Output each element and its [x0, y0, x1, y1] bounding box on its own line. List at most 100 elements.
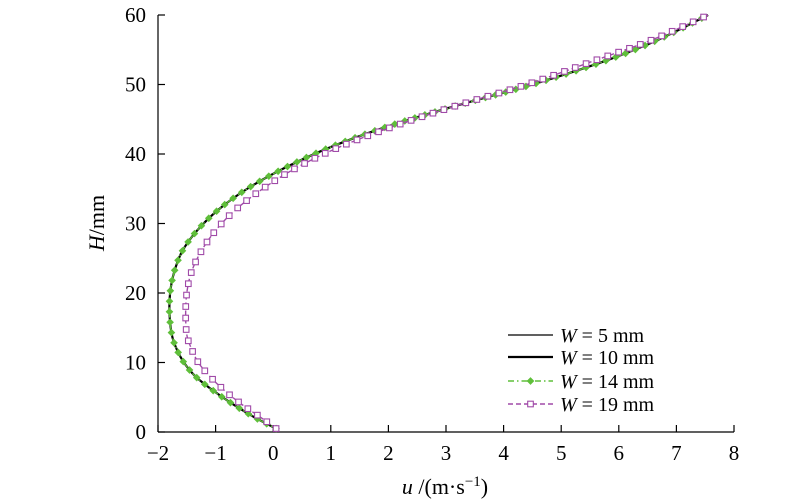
- series-marker: [189, 348, 196, 355]
- y-axis-var: H: [84, 234, 109, 252]
- series-marker: [407, 117, 415, 124]
- series-marker: [462, 99, 470, 107]
- series-marker: [484, 92, 492, 100]
- legend-label: W = 19 mm: [560, 394, 655, 416]
- y-axis-title: H/mm: [84, 195, 109, 252]
- x-tick-label: −2: [147, 441, 169, 465]
- series-marker: [593, 56, 601, 64]
- legend-item: W = 19 mm: [508, 394, 655, 416]
- series-marker: [264, 172, 273, 181]
- y-tick-label: 10: [125, 351, 146, 375]
- x-tick-label: 3: [441, 441, 452, 465]
- series-marker: [668, 27, 676, 35]
- series-marker: [203, 238, 211, 246]
- series-marker: [700, 13, 707, 21]
- x-axis-title: u /(m·s−1): [402, 474, 488, 499]
- x-axis-unit: /(m·s: [413, 474, 465, 499]
- series-marker: [375, 128, 382, 136]
- series-marker: [473, 96, 481, 103]
- series-marker: [272, 425, 280, 432]
- series-marker: [255, 177, 264, 186]
- legend-item: W = 10 mm: [508, 347, 655, 369]
- y-tick-label: 20: [125, 281, 146, 305]
- legend-item: W = 5 mm: [508, 325, 645, 347]
- x-tick-label: 6: [614, 441, 625, 465]
- series-marker: [658, 32, 665, 40]
- series-marker: [539, 75, 547, 83]
- series-marker: [217, 392, 226, 401]
- series-marker: [679, 23, 687, 30]
- series-marker: [332, 145, 340, 152]
- x-tick-label: 1: [326, 441, 337, 465]
- series-marker: [274, 167, 282, 176]
- series-marker: [235, 398, 242, 406]
- series-marker: [386, 124, 393, 132]
- y-tick-label: 30: [125, 212, 146, 236]
- y-tick-label: 40: [125, 142, 146, 166]
- series-marker: [271, 177, 279, 185]
- series-4: [182, 13, 709, 432]
- series-marker: [174, 348, 182, 357]
- series-marker: [226, 398, 235, 407]
- series-marker: [582, 60, 590, 67]
- y-axis-unit: /mm: [84, 195, 109, 235]
- series-marker: [396, 120, 404, 128]
- x-tick-label: 5: [556, 441, 567, 465]
- series-marker: [261, 183, 269, 191]
- series-marker: [212, 207, 221, 216]
- series-marker: [254, 411, 261, 419]
- x-tick-label: 4: [498, 441, 509, 465]
- x-axis-exp: −1: [465, 474, 481, 490]
- axes: [157, 15, 734, 433]
- legend-item: W = 14 mm: [508, 371, 655, 393]
- y-tick-label: 50: [125, 73, 146, 97]
- series-marker: [440, 106, 448, 114]
- y-tick-label: 0: [136, 420, 147, 444]
- series-marker: [283, 162, 292, 171]
- series-marker: [243, 197, 250, 204]
- series-marker: [170, 338, 178, 347]
- series-marker: [342, 140, 350, 148]
- series-marker: [281, 171, 288, 178]
- series-marker: [418, 113, 426, 121]
- series-marker: [184, 337, 192, 345]
- series-marker: [252, 190, 260, 198]
- series-marker: [311, 154, 319, 162]
- legend-label: W = 5 mm: [560, 325, 645, 347]
- series-marker: [183, 291, 190, 299]
- series-marker: [244, 405, 252, 413]
- x-tick-label: −1: [204, 441, 226, 465]
- series-marker: [178, 246, 187, 255]
- series-marker: [167, 328, 176, 337]
- series-marker: [184, 238, 192, 246]
- series-marker: [217, 220, 225, 228]
- x-tick-label: 0: [268, 441, 279, 465]
- series-marker: [174, 256, 182, 265]
- series-marker: [190, 229, 199, 238]
- series-marker: [201, 367, 209, 375]
- series-marker: [631, 45, 640, 54]
- series-marker: [220, 200, 229, 209]
- x-axis-var: u: [402, 474, 413, 499]
- series-marker: [197, 248, 205, 256]
- series-marker: [293, 158, 301, 166]
- series-marker: [234, 204, 242, 212]
- series-marker: [235, 404, 244, 413]
- series-marker: [451, 102, 459, 110]
- x-tick-label: 7: [671, 441, 682, 465]
- series-marker: [604, 52, 612, 60]
- legend-marker: [526, 377, 535, 385]
- series-layer: [165, 13, 709, 433]
- series-marker: [166, 318, 174, 327]
- series-marker: [168, 276, 176, 285]
- series-marker: [364, 132, 372, 140]
- series-marker: [182, 314, 190, 322]
- series-marker: [411, 114, 419, 122]
- series-marker: [550, 71, 557, 79]
- series-marker: [302, 153, 311, 162]
- series-marker: [165, 297, 174, 306]
- series-marker: [204, 214, 213, 223]
- series-marker: [229, 194, 237, 203]
- series-marker: [187, 269, 195, 276]
